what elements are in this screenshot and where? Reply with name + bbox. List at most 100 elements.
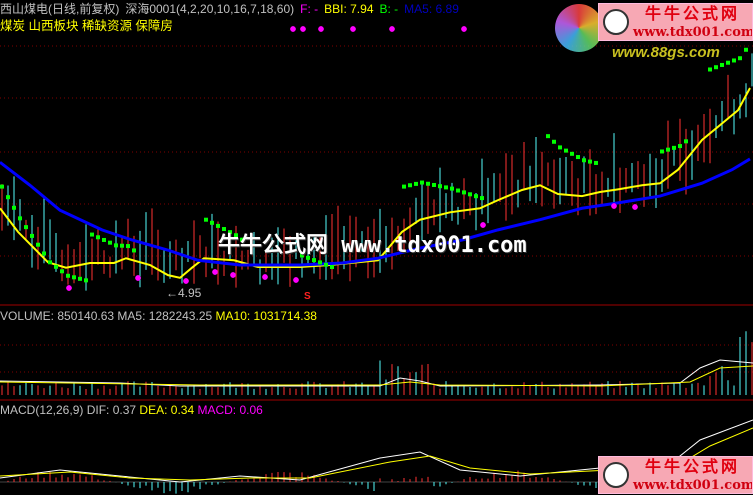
logo-88gs-url: www.88gs.com	[612, 44, 720, 61]
star-marker	[480, 222, 486, 228]
signal-dot	[96, 235, 100, 240]
star-marker	[66, 285, 72, 291]
signal-dot	[738, 56, 742, 61]
signal-dot	[132, 248, 136, 253]
signal-dot	[480, 196, 484, 201]
flower-logo	[555, 4, 603, 52]
signal-dot	[552, 139, 556, 144]
signal-dot	[234, 233, 238, 238]
signal-dot	[444, 185, 448, 190]
tdx001-logo-top: 牛牛公式网 www.tdx001.com	[598, 3, 753, 41]
indicator-name: 深海0001(4,2,20,10,16,7,18,60)	[125, 2, 295, 16]
signal-dot	[678, 144, 682, 149]
star-marker	[611, 203, 617, 209]
star-marker	[212, 269, 218, 275]
star-marker	[290, 26, 296, 32]
star-marker	[183, 278, 189, 284]
signal-dot	[420, 180, 424, 185]
signal-dot	[126, 244, 130, 249]
bbi-line	[0, 87, 751, 279]
signal-dot	[24, 225, 28, 230]
volume-ma5-line	[0, 359, 753, 387]
f-label: F: -	[300, 2, 319, 16]
signal-dot	[300, 253, 304, 258]
signal-dot	[330, 265, 334, 269]
signal-dot	[72, 275, 76, 280]
signal-dot	[726, 60, 730, 65]
signal-dot	[66, 273, 70, 278]
signal-dot	[450, 186, 454, 191]
signal-dot	[546, 134, 550, 139]
cow-icon	[603, 9, 629, 35]
signal-dot	[570, 151, 574, 156]
stock-tags: 煤炭 山西板块 稀缺资源 保障房	[0, 19, 173, 33]
star-marker	[135, 275, 141, 281]
signal-dot	[102, 237, 106, 242]
signal-dot	[462, 190, 466, 195]
signal-dot	[108, 240, 112, 245]
watermark-text: 牛牛公式网 www.tdx001.com	[218, 233, 527, 258]
cow-icon	[603, 462, 629, 488]
signal-dot	[18, 216, 22, 221]
signal-dot	[204, 217, 208, 222]
signal-dot	[324, 262, 328, 267]
sell-marker: S	[304, 291, 311, 302]
signal-dot	[438, 184, 442, 189]
signal-dot	[36, 242, 40, 247]
signal-dot	[408, 183, 412, 188]
signal-dot	[732, 58, 736, 63]
star-marker	[262, 274, 268, 280]
volume-header: VOLUME: 850140.63 MA5: 1282243.25 MA10: …	[0, 309, 317, 323]
signal-dot	[708, 67, 712, 72]
low-price-label: ←4.95	[166, 286, 202, 300]
signal-dot	[414, 181, 418, 186]
signal-dot	[456, 188, 460, 193]
signal-dot	[54, 264, 58, 269]
star-marker	[632, 204, 638, 210]
signal-dot	[312, 258, 316, 263]
signal-dot	[228, 230, 232, 235]
signal-dot	[684, 139, 688, 144]
signal-dot	[48, 260, 52, 265]
chart-header: 西山煤电(日线,前复权) 深海0001(4,2,20,10,16,7,18,60…	[0, 2, 459, 16]
signal-dot	[30, 233, 34, 238]
signal-dot	[0, 184, 4, 189]
signal-dot	[42, 251, 46, 256]
bbi-label: BBI: 7.94	[324, 2, 374, 16]
signal-dot	[12, 205, 16, 210]
signal-dot	[60, 269, 64, 274]
ma5-line	[0, 157, 751, 267]
signal-dot	[78, 276, 82, 281]
signal-dot	[114, 243, 118, 248]
ma5-label: MA5: 6.89	[404, 2, 459, 16]
signal-dot	[6, 195, 10, 200]
signal-dot	[306, 255, 310, 260]
signal-dot	[594, 160, 598, 165]
signal-dot	[474, 194, 478, 199]
signal-dot	[582, 158, 586, 163]
star-marker	[300, 26, 306, 32]
signal-dot	[240, 237, 244, 242]
signal-dot	[432, 182, 436, 187]
signal-dot	[588, 159, 592, 164]
star-marker	[318, 26, 324, 32]
signal-dot	[90, 232, 94, 237]
signal-dot	[120, 243, 124, 248]
signal-dot	[564, 148, 568, 153]
signal-dot	[660, 149, 664, 154]
signal-dot	[402, 184, 406, 189]
signal-dot	[744, 47, 748, 52]
star-marker	[389, 26, 395, 32]
b-label: B: -	[379, 2, 399, 16]
signal-dot	[558, 145, 562, 150]
signal-dot	[210, 220, 214, 225]
signal-dot	[426, 181, 430, 186]
signal-dot	[216, 223, 220, 228]
signal-dot	[672, 145, 676, 150]
macd-header: MACD(12,26,9) DIF: 0.37 DEA: 0.34 MACD: …	[0, 403, 263, 417]
signal-dot	[222, 227, 226, 232]
star-marker	[293, 277, 299, 283]
signal-dot	[84, 278, 88, 283]
signal-dot	[666, 147, 670, 152]
star-marker	[350, 26, 356, 32]
